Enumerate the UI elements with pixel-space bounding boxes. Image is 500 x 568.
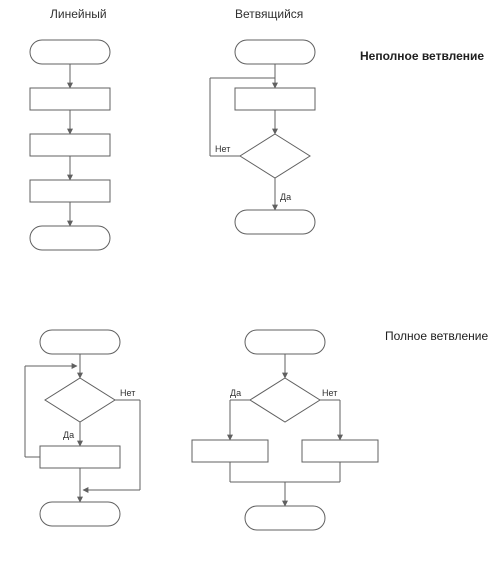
terminal-start	[40, 330, 120, 354]
decision	[250, 378, 320, 422]
label-yes: Да	[280, 192, 291, 202]
title-incomplete: Неполное ветвление	[360, 49, 484, 63]
process-right	[302, 440, 378, 462]
title-full: Полное ветвление	[385, 329, 488, 343]
process	[40, 446, 120, 468]
process-1	[30, 88, 110, 110]
decision	[45, 378, 115, 422]
terminal-end	[235, 210, 315, 234]
process-2	[30, 134, 110, 156]
terminal-end	[40, 502, 120, 526]
diagram-full: Да Нет	[192, 330, 378, 530]
diagram-loop: Да Нет	[25, 330, 140, 526]
title-branching: Ветвящийся	[235, 7, 303, 21]
diagram-incomplete: Нет Да	[210, 40, 315, 234]
process-3	[30, 180, 110, 202]
label-no: Нет	[215, 144, 230, 154]
terminal-start	[235, 40, 315, 64]
process-left	[192, 440, 268, 462]
label-no: Нет	[322, 388, 337, 398]
terminal-end	[245, 506, 325, 530]
label-yes: Да	[230, 388, 241, 398]
terminal-end	[30, 226, 110, 250]
terminal-start	[245, 330, 325, 354]
title-linear: Линейный	[50, 7, 107, 21]
process	[235, 88, 315, 110]
decision	[240, 134, 310, 178]
label-no: Нет	[120, 388, 135, 398]
terminal-start	[30, 40, 110, 64]
flowcharts-canvas: Линейный Ветвящийся Неполное ветвление П…	[0, 0, 500, 568]
label-yes: Да	[63, 430, 74, 440]
diagram-linear	[30, 40, 110, 250]
